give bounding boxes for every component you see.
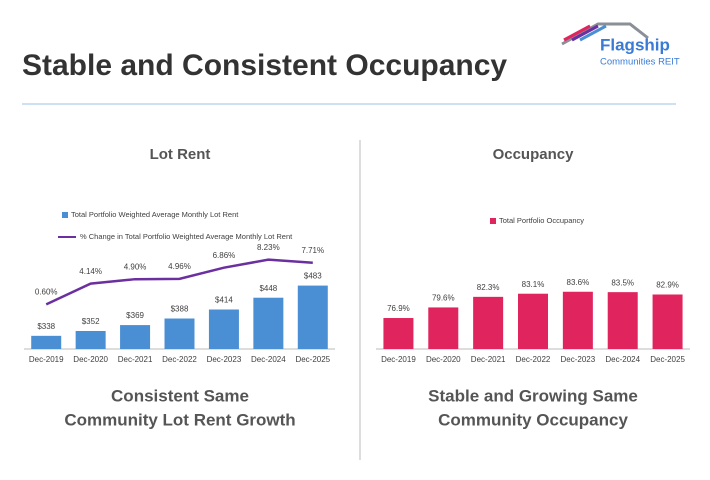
logo-subtitle: Communities REIT [600, 57, 680, 68]
legend-label: Total Portfolio Weighted Average Monthly… [71, 210, 239, 219]
x-tick-label: Dec-2025 [650, 355, 685, 364]
data-label: 4.96% [168, 262, 191, 271]
x-tick-label: Dec-2021 [118, 355, 153, 364]
bar [383, 318, 414, 349]
chart-title: Occupancy [493, 146, 575, 163]
bar [562, 291, 593, 349]
bar [208, 309, 239, 349]
chart-title: Lot Rent [150, 146, 211, 163]
data-label: 83.1% [522, 280, 545, 289]
data-label: 79.6% [432, 294, 455, 303]
slide-title: Stable and Consistent Occupancy [22, 49, 507, 82]
x-tick-label: Dec-2021 [471, 355, 506, 364]
data-label: 82.3% [477, 283, 500, 292]
bar [164, 318, 195, 349]
data-label: 4.14% [79, 267, 102, 276]
chart-caption: Community Occupancy [438, 410, 628, 429]
x-tick-label: Dec-2024 [251, 355, 286, 364]
data-label: $388 [171, 305, 189, 314]
legend-swatch [490, 218, 496, 224]
bar [518, 293, 548, 349]
data-label: $414 [215, 296, 233, 305]
bar [297, 285, 328, 349]
data-label: 8.23% [257, 243, 280, 252]
bar [473, 296, 504, 349]
bar [428, 307, 459, 349]
x-tick-label: Dec-2022 [162, 355, 197, 364]
chart-caption: Stable and Growing Same [428, 386, 638, 405]
x-tick-label: Dec-2022 [516, 355, 551, 364]
chart-caption: Consistent Same [111, 386, 249, 405]
data-label: 4.90% [124, 262, 147, 271]
data-label: 83.6% [567, 278, 590, 287]
data-label: 0.60% [35, 288, 58, 297]
x-tick-label: Dec-2023 [207, 355, 242, 364]
legend-label: Total Portfolio Occupancy [499, 216, 584, 225]
logo-name: Flagship [600, 35, 670, 54]
data-label: 7.71% [301, 246, 324, 255]
data-label: 82.9% [656, 281, 679, 290]
bar [652, 294, 683, 349]
logo-stripe [579, 24, 607, 42]
logo-stripe [563, 24, 591, 42]
bar [31, 335, 62, 349]
bar [607, 292, 638, 349]
chart-caption: Community Lot Rent Growth [64, 410, 295, 429]
x-tick-label: Dec-2025 [295, 355, 330, 364]
data-label: 83.5% [611, 278, 634, 287]
legend-label: % Change in Total Portfolio Weighted Ave… [80, 232, 293, 241]
data-label: $369 [126, 311, 144, 320]
data-label: $448 [259, 284, 277, 293]
data-label: $483 [304, 272, 322, 281]
data-label: $352 [82, 317, 100, 326]
bar [75, 330, 106, 349]
bar [253, 297, 284, 349]
logo: Flagship Communities REIT [561, 22, 680, 68]
x-tick-label: Dec-2024 [605, 355, 640, 364]
x-tick-label: Dec-2020 [426, 355, 461, 364]
x-tick-label: Dec-2019 [381, 355, 416, 364]
logo-stripe [571, 24, 599, 42]
data-label: 6.86% [213, 251, 236, 260]
x-tick-label: Dec-2019 [29, 355, 64, 364]
x-tick-label: Dec-2020 [73, 355, 108, 364]
x-tick-label: Dec-2023 [561, 355, 596, 364]
data-label: $338 [37, 322, 55, 331]
chart: Lot Rent Consistent Same Community Lot Ren… [24, 146, 335, 429]
bar [120, 325, 151, 349]
data-label: 76.9% [387, 304, 410, 313]
chart: Occupancy Stable and Growing Same Communit… [376, 146, 690, 429]
line [45, 258, 313, 306]
legend-swatch [62, 212, 68, 218]
